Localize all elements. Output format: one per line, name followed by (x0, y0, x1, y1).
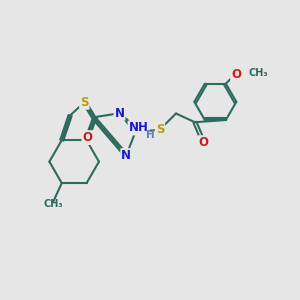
Text: CH₃: CH₃ (43, 200, 63, 209)
Text: O: O (231, 68, 241, 81)
Text: H: H (146, 130, 154, 140)
Text: S: S (156, 123, 164, 136)
Text: N: N (115, 107, 124, 120)
Text: CH₃: CH₃ (248, 68, 268, 78)
Text: N: N (121, 149, 131, 162)
Text: NH: NH (129, 122, 148, 134)
Text: S: S (80, 96, 88, 109)
Text: O: O (199, 136, 209, 149)
Text: O: O (82, 131, 92, 144)
